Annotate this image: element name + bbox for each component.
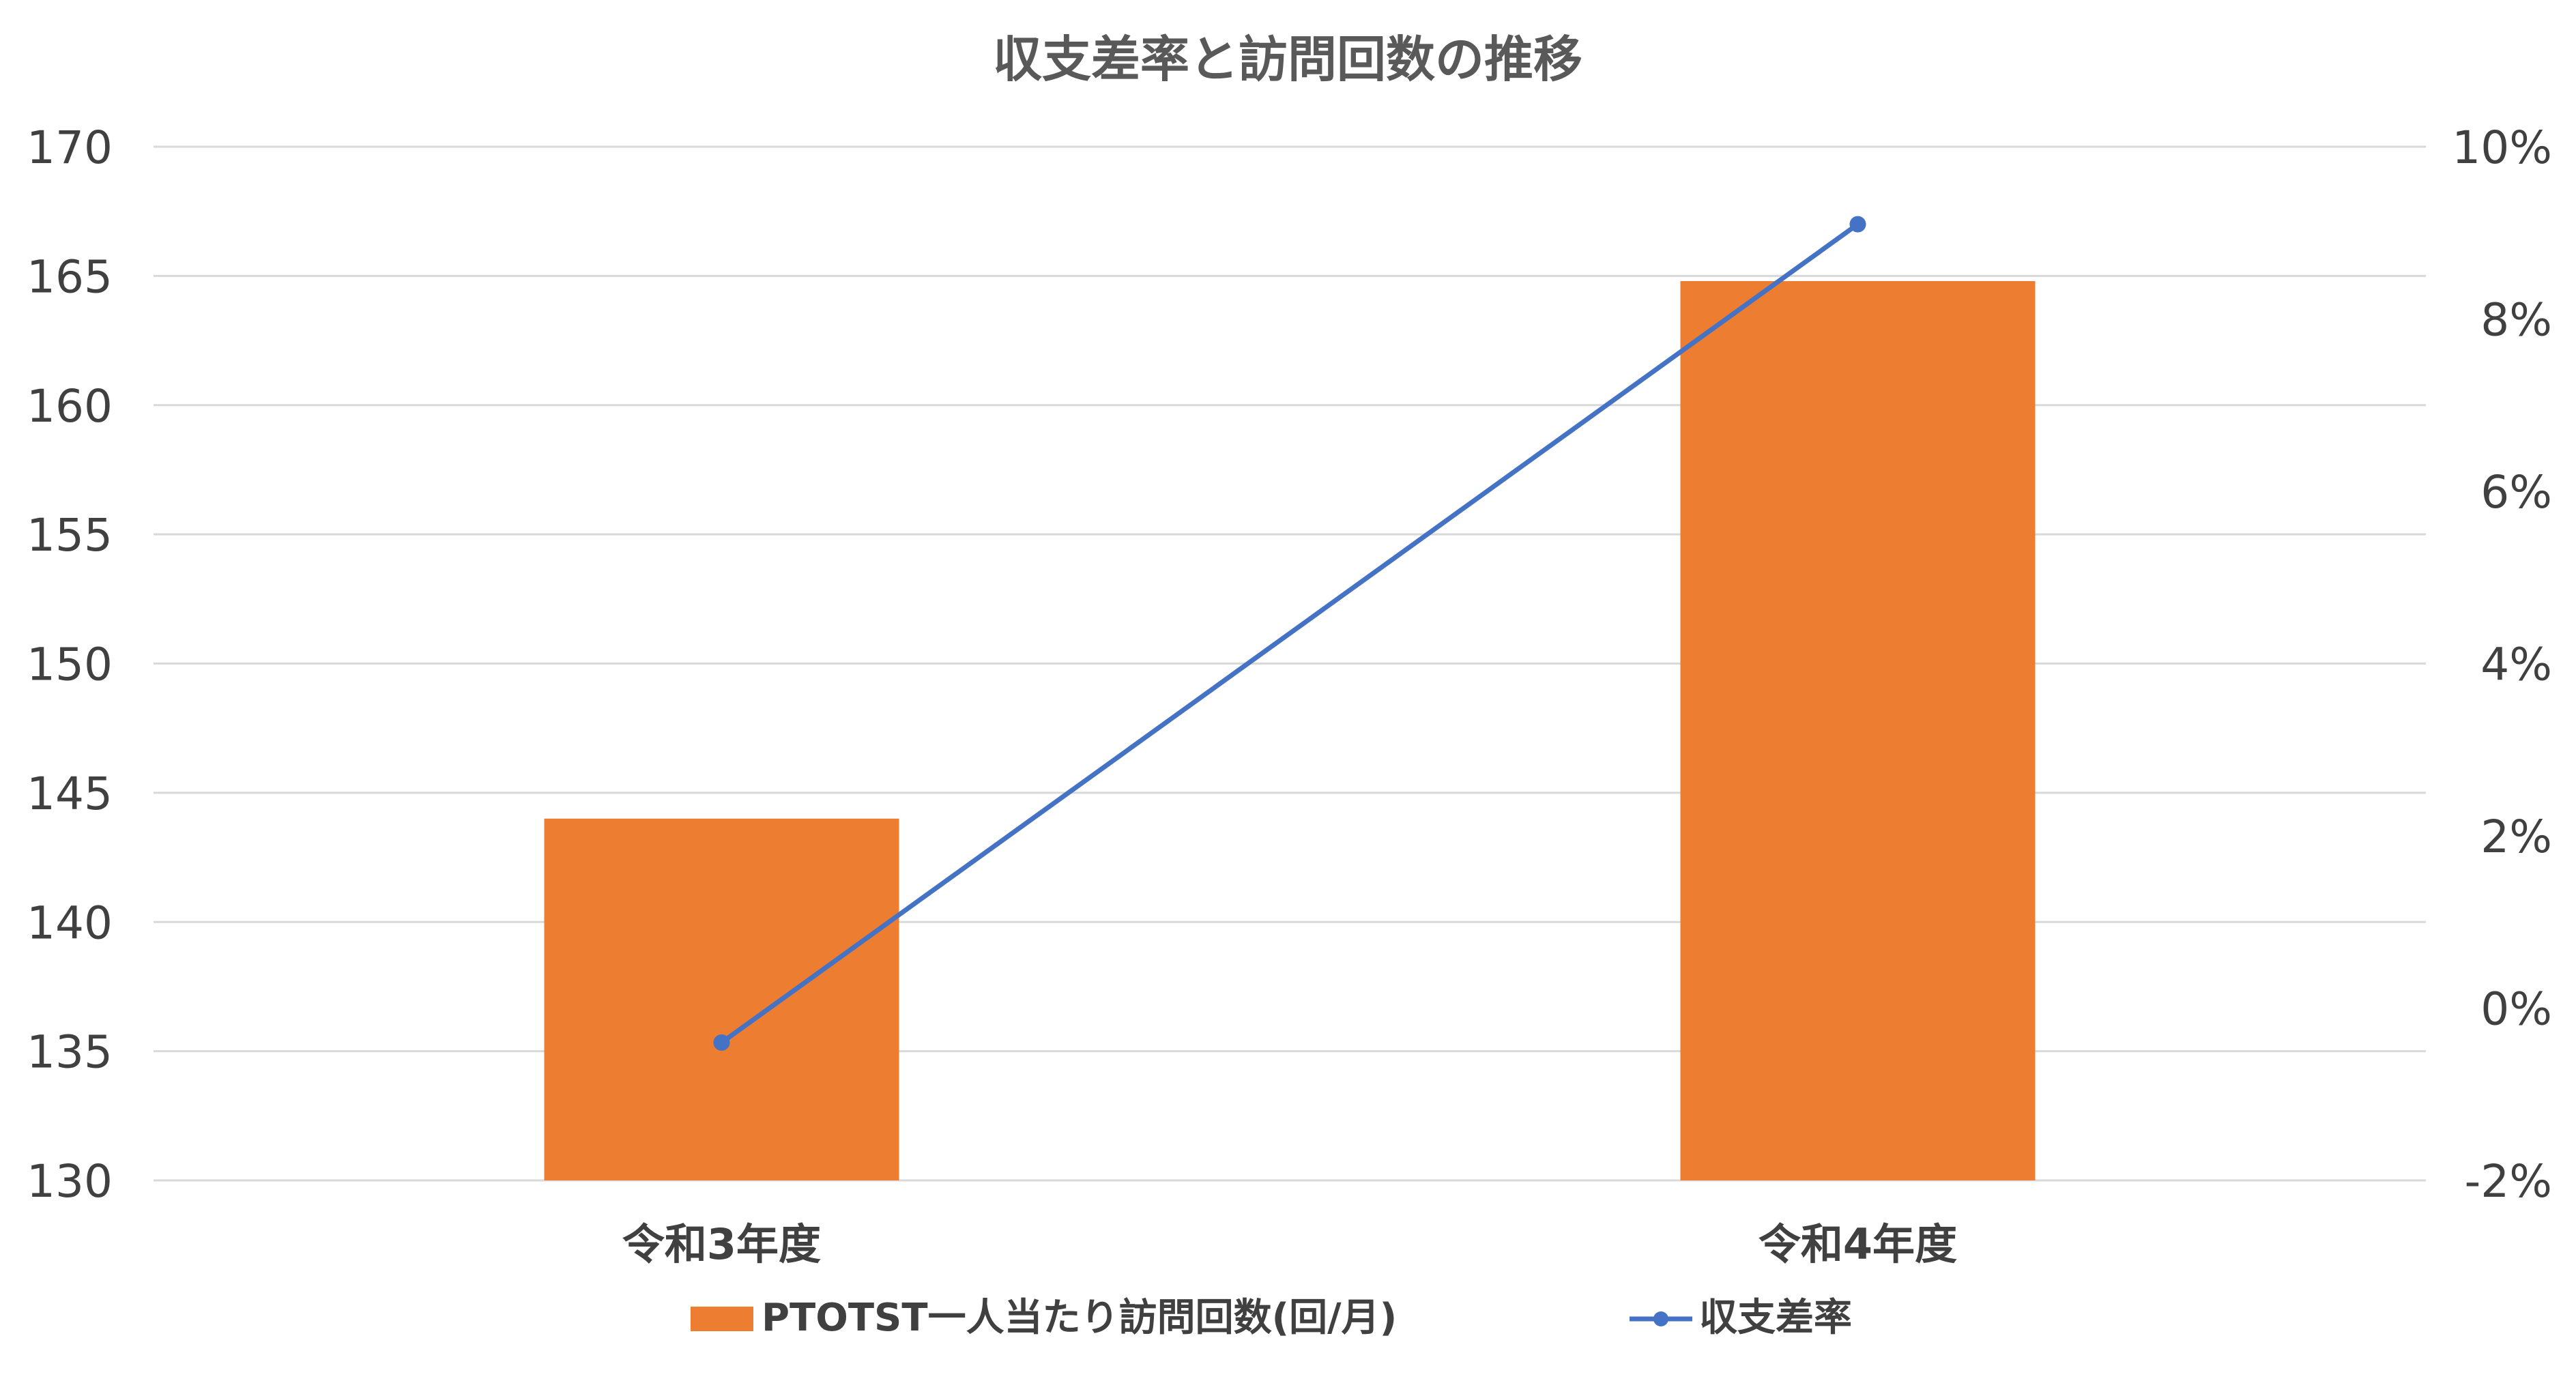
legend-bar-swatch [691,1307,753,1331]
category-label: 令和3年度 [622,1219,821,1269]
line-point [1849,216,1866,233]
right-tick-label: 10% [2452,121,2552,174]
left-tick-label: 140 [27,897,113,949]
right-tick-label: 2% [2480,811,2552,863]
line-series [713,216,1866,1051]
left-tick-label: 150 [27,639,113,691]
line-point [713,1034,730,1051]
left-axis: 130 135 140 145 150 155 160 165 170 [27,121,113,1208]
line-path [720,222,1859,1045]
legend-line-marker [1653,1311,1668,1326]
left-tick-label: 145 [27,768,113,820]
category-axis: 令和3年度 令和4年度 [622,1219,1957,1269]
gridlines [154,145,2426,1182]
left-tick-label: 170 [27,121,113,174]
bar-series [544,280,2036,1181]
left-tick-label: 135 [27,1026,113,1079]
bar [544,818,899,1180]
left-tick-label: 160 [27,380,113,433]
right-tick-label: 0% [2480,983,2552,1036]
category-label: 令和4年度 [1759,1219,1957,1269]
right-tick-label: 4% [2480,639,2552,691]
bar [1680,280,2036,1181]
left-tick-label: 165 [27,250,113,303]
chart-title: 収支差率と訪問回数の推移 [993,31,1582,88]
right-tick-label: 6% [2480,466,2552,519]
left-tick-label: 155 [27,509,113,562]
legend: PTOTST一人当たり訪問回数(回/月) 収支差率 [691,1296,1852,1340]
left-tick-label: 130 [27,1155,113,1208]
legend-line-label: 収支差率 [1699,1296,1852,1340]
right-tick-label: -2% [2464,1155,2552,1208]
legend-bar-label: PTOTST一人当たり訪問回数(回/月) [762,1296,1397,1340]
right-axis: -2% 0% 2% 4% 6% 8% 10% [2452,121,2552,1208]
right-tick-label: 8% [2480,294,2552,347]
